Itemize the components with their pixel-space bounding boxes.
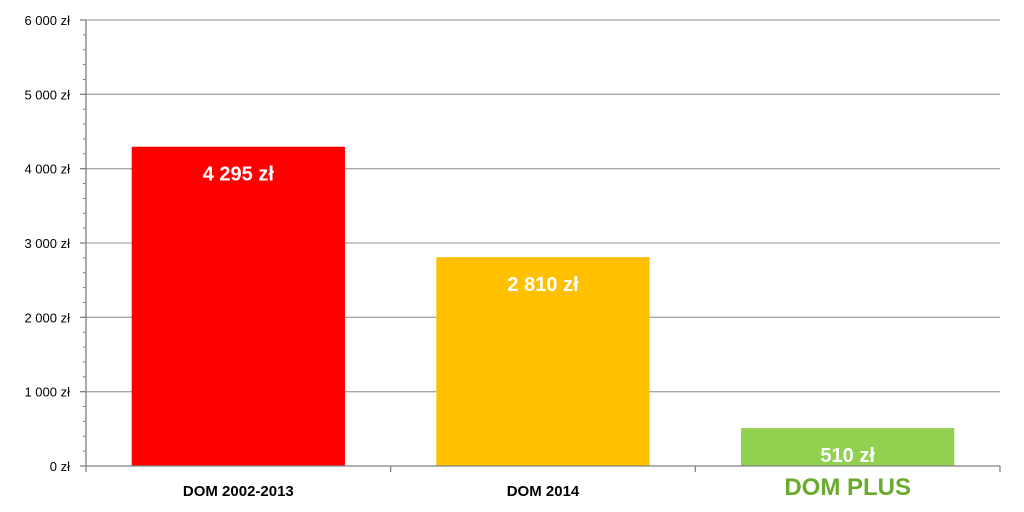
x-axis [85,465,1001,472]
bar [741,428,955,466]
y-tick-label: 5 000 zł [24,87,70,102]
y-tick-label: 0 zł [50,459,70,474]
data-label: 510 zł [820,445,875,467]
y-tick-label: 4 000 zł [24,162,70,177]
bars [131,146,955,466]
y-tick-label: 1 000 zł [24,385,70,400]
x-tick-label: DOM 2014 [507,483,580,500]
y-tick-label: 6 000 zł [24,13,70,28]
y-axis [80,19,87,467]
bar [436,257,650,466]
y-tick-labels: 0 zł 1 000 zł 2 000 zł 3 000 zł 4 000 zł 5 00… [24,13,70,474]
data-label: 2 810 zł [507,274,579,296]
data-labels: 4 295 zł 2 810 zł 510 zł [203,164,876,467]
y-tick-label: 2 000 zł [24,310,70,325]
data-label: 4 295 zł [203,164,275,186]
x-tick-labels: DOM 2002-2013 DOM 2014 DOM PLUS [183,474,911,501]
bar [131,146,345,466]
x-tick-label: DOM PLUS [784,474,911,501]
y-tick-label: 3 000 zł [24,236,70,251]
x-tick-label: DOM 2002-2013 [183,483,294,500]
